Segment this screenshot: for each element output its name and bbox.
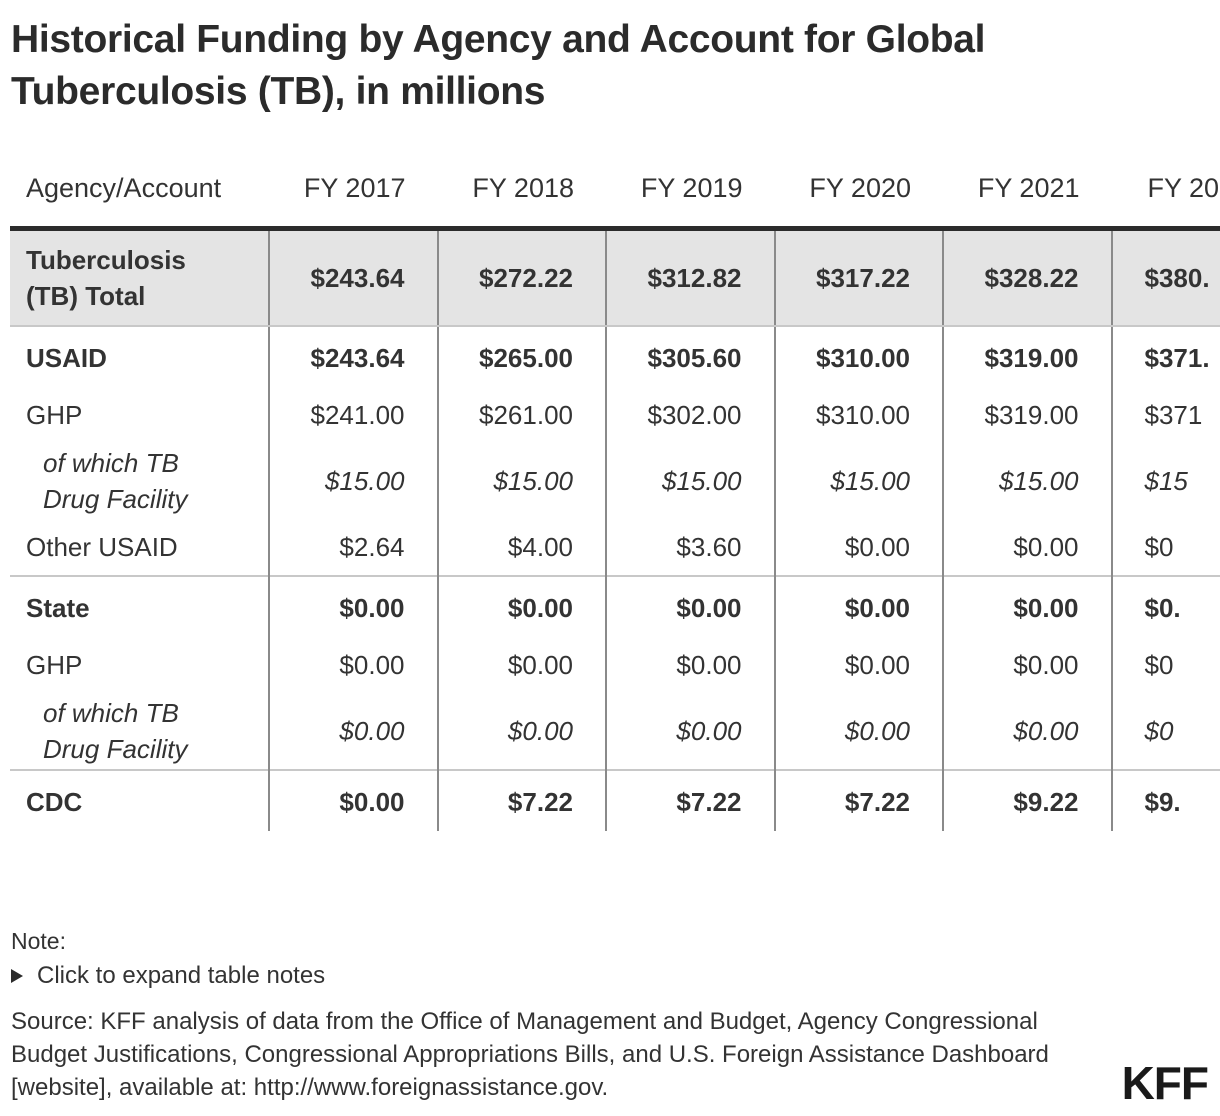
table-cell: $305.60 bbox=[605, 326, 775, 387]
table-cell: $328.22 bbox=[942, 228, 1112, 327]
table-row: GHP $241.00 $261.00 $302.00 $310.00 $319… bbox=[10, 387, 1220, 443]
table-cell: $0.00 bbox=[605, 575, 775, 637]
table-cell: $243.64 bbox=[268, 228, 438, 327]
table-row: of which TB Drug Facility $15.00 $15.00 … bbox=[10, 443, 1220, 519]
column-header-fy2020[interactable]: FY 2020 bbox=[774, 150, 943, 231]
table-row: Tuberculosis (TB) Total $243.64 $272.22 … bbox=[10, 228, 1220, 327]
table-cell: $310.00 bbox=[773, 387, 943, 443]
table-cell: $0.00 bbox=[268, 637, 438, 693]
table-cell: $0.00 bbox=[605, 693, 775, 770]
column-header-fy2021[interactable]: FY 2021 bbox=[943, 150, 1112, 231]
row-label: of which TB Drug Facility bbox=[43, 698, 188, 764]
table-row: of which TB Drug Facility $0.00 $0.00 $0… bbox=[10, 693, 1220, 770]
table-cell: $9. bbox=[1110, 769, 1220, 831]
table-cell: $0.00 bbox=[268, 693, 438, 770]
table-cell: $0 bbox=[1110, 693, 1220, 770]
table-cell: $4.00 bbox=[436, 519, 606, 576]
table-cell: $15.00 bbox=[436, 443, 606, 519]
table-cell: $302.00 bbox=[605, 387, 775, 443]
row-label: of which TB Drug Facility bbox=[43, 448, 188, 514]
table-cell: $265.00 bbox=[436, 326, 606, 387]
table-cell: $7.22 bbox=[605, 769, 775, 831]
table-cell: $243.64 bbox=[268, 326, 438, 387]
column-header-fy2019[interactable]: FY 2019 bbox=[606, 150, 775, 231]
table-cell: $2.64 bbox=[268, 519, 438, 576]
row-label: Tuberculosis (TB) Total bbox=[10, 228, 269, 327]
table-row: Other USAID $2.64 $4.00 $3.60 $0.00 $0.0… bbox=[10, 519, 1220, 576]
funding-table: Agency/Account FY 2017 FY 2018 FY 2019 F… bbox=[10, 150, 1220, 831]
table-row: GHP $0.00 $0.00 $0.00 $0.00 $0.00 $0 bbox=[10, 637, 1220, 693]
table-cell: $15.00 bbox=[773, 443, 943, 519]
table-cell: $0.00 bbox=[268, 769, 438, 831]
table-cell: $0.00 bbox=[773, 637, 943, 693]
table-cell: $0.00 bbox=[436, 693, 606, 770]
table-cell: $0.00 bbox=[773, 575, 943, 637]
page-title: Historical Funding by Agency and Account… bbox=[11, 18, 986, 113]
table-cell: $0.00 bbox=[773, 693, 943, 770]
table-cell: $0.00 bbox=[605, 637, 775, 693]
table-row: CDC $0.00 $7.22 $7.22 $7.22 $9.22 $9. bbox=[10, 769, 1220, 831]
table-cell: $0 bbox=[1110, 519, 1220, 576]
table-cell: $0.00 bbox=[942, 693, 1112, 770]
table-cell: $241.00 bbox=[268, 387, 438, 443]
table-cell: $319.00 bbox=[942, 326, 1112, 387]
row-label: State bbox=[10, 575, 269, 637]
column-header-fy2018[interactable]: FY 2018 bbox=[437, 150, 606, 231]
table-cell: $9.22 bbox=[942, 769, 1112, 831]
table-cell: $272.22 bbox=[436, 228, 606, 327]
table-cell: $15 bbox=[1110, 443, 1220, 519]
row-label: USAID bbox=[26, 343, 107, 373]
table-cell: $7.22 bbox=[773, 769, 943, 831]
source-text: Source: KFF analysis of data from the Of… bbox=[11, 1008, 1049, 1101]
table-header-row: Agency/Account FY 2017 FY 2018 FY 2019 F… bbox=[10, 150, 1220, 231]
table-cell: $15.00 bbox=[268, 443, 438, 519]
table-cell: $0.00 bbox=[942, 637, 1112, 693]
table-cell: $0.00 bbox=[942, 519, 1112, 576]
column-header-fy2017[interactable]: FY 2017 bbox=[269, 150, 438, 231]
kff-logo: KFF bbox=[1121, 1057, 1209, 1109]
table-cell: $310.00 bbox=[773, 326, 943, 387]
funding-table-container[interactable]: Agency/Account FY 2017 FY 2018 FY 2019 F… bbox=[10, 150, 1220, 870]
table-cell: $3.60 bbox=[605, 519, 775, 576]
row-label: CDC bbox=[10, 769, 269, 831]
expand-notes-toggle[interactable]: Click to expand table notes bbox=[11, 962, 325, 990]
table-row: USAID $243.64 $265.00 $305.60 $310.00 $3… bbox=[10, 326, 1220, 387]
column-header-fy2022[interactable]: FY 20 bbox=[1111, 150, 1220, 231]
table-cell: $0.00 bbox=[268, 575, 438, 637]
table-cell: $312.82 bbox=[605, 228, 775, 327]
table-cell: $317.22 bbox=[773, 228, 943, 327]
expand-notes-label[interactable]: Click to expand table notes bbox=[37, 962, 326, 989]
table-row: State $0.00 $0.00 $0.00 $0.00 $0.00 $0. bbox=[10, 575, 1220, 637]
table-cell: $15.00 bbox=[605, 443, 775, 519]
table-cell: $0 bbox=[1110, 637, 1220, 693]
table-cell: $0.00 bbox=[773, 519, 943, 576]
row-label: GHP bbox=[26, 399, 83, 430]
note-label: Note: bbox=[11, 928, 66, 954]
row-label: GHP bbox=[26, 649, 83, 680]
table-cell: $0.00 bbox=[436, 575, 606, 637]
table-cell: $380. bbox=[1110, 228, 1220, 327]
table-cell: $15.00 bbox=[942, 443, 1112, 519]
disclosure-triangle-icon[interactable] bbox=[11, 969, 23, 983]
table-cell: $7.22 bbox=[436, 769, 606, 831]
table-cell: $0. bbox=[1110, 575, 1220, 637]
table-cell: $0.00 bbox=[436, 637, 606, 693]
table-cell: $371 bbox=[1110, 387, 1220, 443]
table-cell: $319.00 bbox=[942, 387, 1112, 443]
column-header-agency[interactable]: Agency/Account bbox=[10, 150, 269, 231]
table-cell: $0.00 bbox=[942, 575, 1112, 637]
table-cell: $371. bbox=[1110, 326, 1220, 387]
table-cell: $261.00 bbox=[436, 387, 606, 443]
row-label: Other USAID bbox=[26, 531, 178, 562]
